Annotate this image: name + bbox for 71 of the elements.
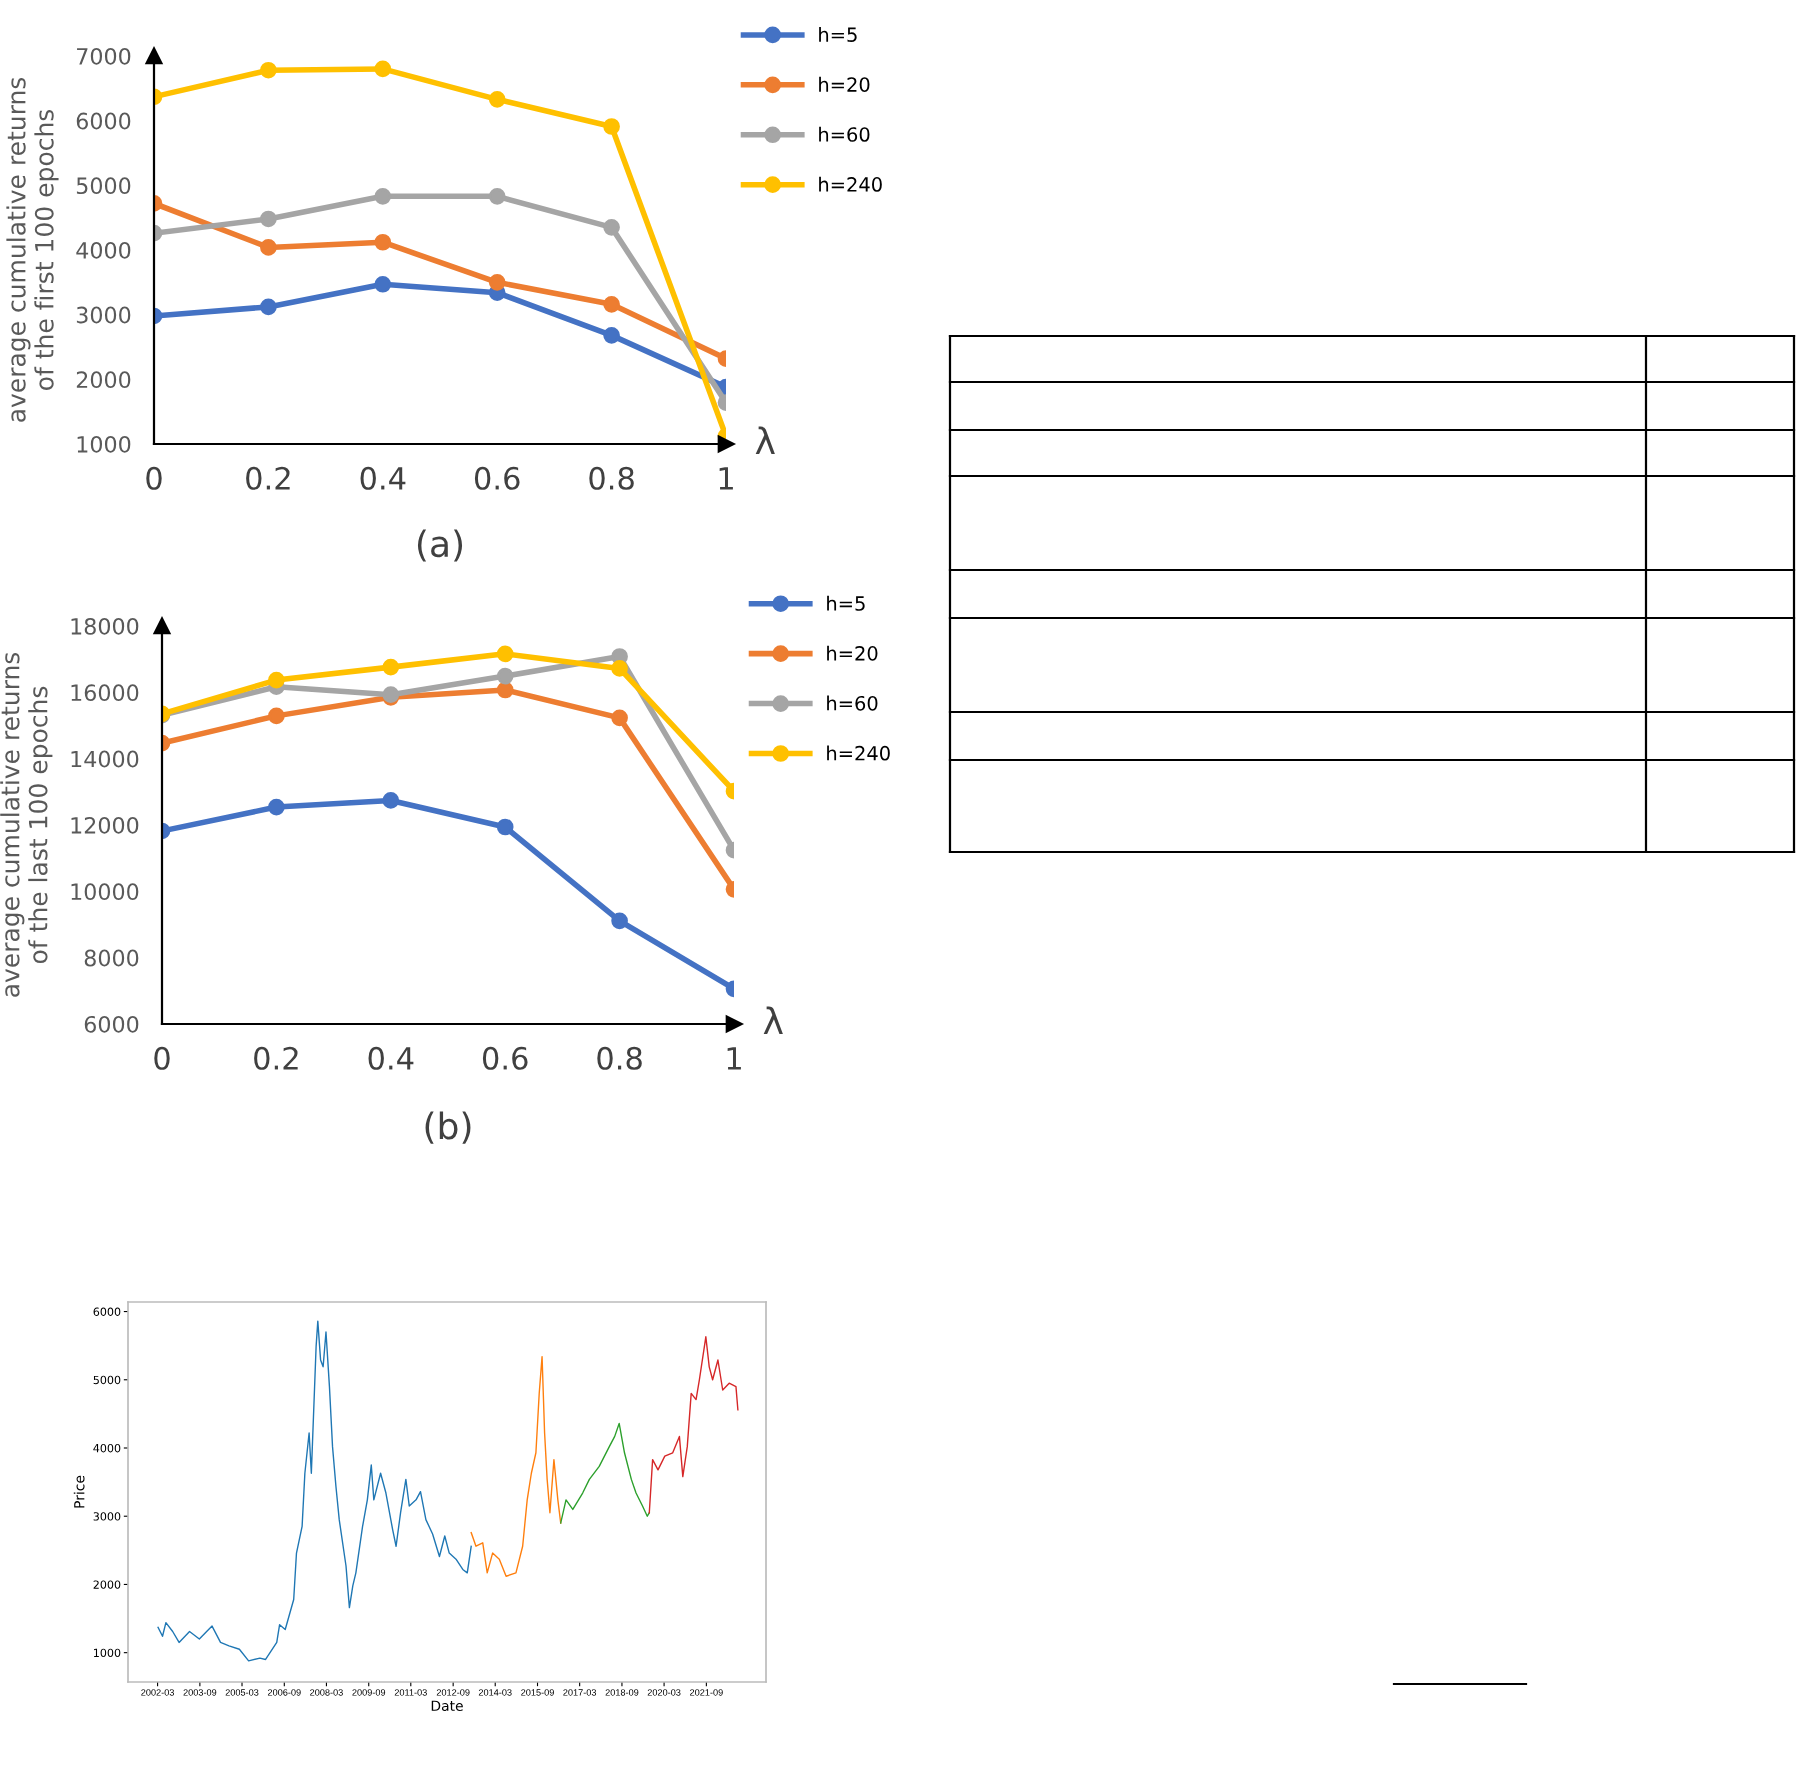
x-tick-label: 0.4 [368,1046,414,1070]
x-tick-label: 0.4 [360,466,406,490]
y-tick-label: 8000 [84,949,139,967]
x-tick-label: 0.6 [482,1046,528,1070]
x-tick-label: 0.2 [254,1046,298,1070]
point [611,660,628,677]
point [382,792,400,809]
y-tick-label: 12000 [71,816,139,834]
point [603,295,620,313]
legend-label: h=60 [819,126,870,142]
y-tick-label: 1000 [77,435,131,453]
line-series [560,1422,650,1524]
legend-label: h=240 [819,176,882,192]
legend-label: h=20 [819,76,870,92]
point [611,912,628,930]
point [496,645,514,663]
y-tick-label: 18000 [71,617,139,635]
point [374,233,392,251]
legend-label: h=60 [827,695,878,711]
point [496,681,514,699]
line-series [157,1320,472,1662]
point [374,60,392,78]
point [268,707,285,725]
point [611,709,628,727]
legend-label: h=240 [827,745,890,761]
point [382,658,400,676]
point [603,118,620,135]
point [488,187,506,205]
x-axis-title: λ [763,1006,783,1034]
point [488,90,506,108]
legend-label: h=20 [827,645,878,661]
point [374,187,392,205]
y-tick-label: 6000 [84,1015,139,1033]
y-tick-label: 10000 [71,883,139,901]
legend-label: h=5 [827,595,865,611]
y-axis-title: average cumulative returns of the first 100 epochs [6,77,59,422]
x-tick-label: 0 [154,1046,170,1070]
point [496,667,514,685]
point [374,275,392,293]
x-tick-label: 0.2 [246,466,290,490]
point [260,61,277,79]
y-tick-label: 3000 [76,306,131,324]
text: (a) [417,529,463,562]
point [488,274,506,291]
y-tick-label: 2000 [76,371,131,389]
y-tick-label: 4000 [76,241,131,259]
x-tick-label: 0 [146,466,162,490]
y-tick-label: 6000 [76,112,131,130]
point [603,327,620,344]
x-tick-label: 0.6 [474,466,520,490]
point [260,210,277,228]
line-series [470,1355,562,1577]
point [260,239,277,256]
x-tick-label: 1 [719,467,733,490]
x-tick-label: 0.8 [589,466,634,490]
legend-label: h=5 [819,26,857,42]
y-tick-label: 16000 [71,684,139,702]
point [268,671,285,689]
point [260,298,277,316]
text: (b) [425,1111,471,1144]
point [496,818,514,836]
point [603,219,620,236]
line-series [648,1336,739,1514]
y-tick-label: 14000 [71,750,139,768]
x-tick-label: 0.8 [597,1046,642,1070]
y-tick-label: 5000 [76,177,131,195]
y-tick-label: 7000 [77,47,131,65]
point [268,798,285,816]
x-axis-title: λ [755,426,775,454]
y-axis-title: average cumulative returns of the last 100 epochs [0,652,53,997]
x-tick-label: 1 [727,1047,741,1070]
